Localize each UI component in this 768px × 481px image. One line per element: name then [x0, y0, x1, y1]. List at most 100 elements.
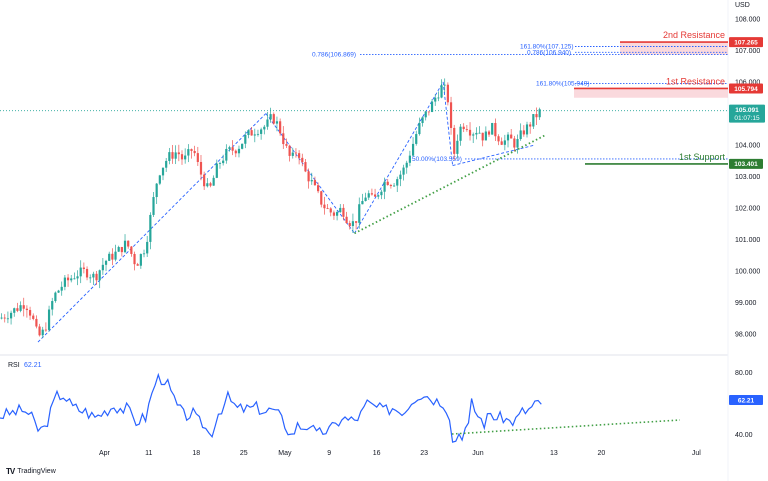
- candle-body: [41, 329, 44, 336]
- candle-body: [218, 163, 222, 164]
- candle-body: [108, 253, 111, 261]
- candle-body: [79, 267, 82, 277]
- candle-body: [329, 208, 332, 213]
- trendlines: [37, 81, 545, 343]
- candle-body: [510, 134, 513, 139]
- candle-body: [415, 134, 418, 144]
- rsi-value: 62.21: [24, 362, 42, 369]
- candle-body: [130, 246, 133, 254]
- candle-body: [171, 152, 174, 159]
- fib-label: 161.80%(107.125): [520, 44, 574, 51]
- current-price-countdown: 01:07:15: [734, 115, 760, 122]
- candle-body: [177, 152, 180, 155]
- candle-body: [123, 240, 127, 253]
- candle-body: [335, 212, 339, 216]
- candle-body: [19, 305, 22, 311]
- candle-body: [117, 247, 120, 252]
- level-price-tag-text: 103.401: [734, 161, 758, 168]
- resistance-label: 2nd Resistance: [663, 30, 725, 40]
- candle-body: [60, 286, 63, 291]
- impulse-trendline-5: [452, 144, 536, 166]
- fib-label: 50.00%(103.559): [412, 156, 462, 163]
- candle-body: [244, 135, 247, 144]
- candle-body: [120, 247, 123, 253]
- candle-body: [478, 132, 481, 134]
- candle-body: [253, 134, 256, 136]
- candle-body: [529, 124, 532, 127]
- candle-body: [136, 264, 139, 266]
- time-tick-label: 13: [550, 450, 558, 457]
- candle-body: [418, 123, 421, 135]
- candle-body: [89, 277, 92, 279]
- rsi-tag-box: [729, 395, 763, 406]
- candle-body: [180, 154, 184, 160]
- candle-body: [70, 278, 73, 281]
- candle-body: [430, 101, 434, 112]
- candle-body: [28, 310, 32, 316]
- candle-body: [76, 276, 79, 279]
- rsi-axis: 40.00 80.00: [735, 370, 753, 439]
- candle-body: [389, 185, 393, 187]
- impulse-trendline-3: [354, 81, 444, 234]
- candle-body: [16, 308, 19, 311]
- candle-body: [25, 308, 29, 311]
- candle-body: [500, 141, 503, 145]
- candle-body: [491, 122, 494, 135]
- candle-body: [222, 160, 225, 164]
- candle-body: [513, 138, 516, 148]
- time-tick-label: 18: [192, 450, 200, 457]
- candle-body: [22, 305, 25, 309]
- candle-body: [424, 111, 427, 118]
- candle-body: [193, 150, 196, 154]
- candle-body: [35, 318, 38, 327]
- candle-body: [453, 127, 456, 154]
- candle-body: [98, 270, 101, 281]
- rsi-tick-label: 40.00: [735, 432, 753, 439]
- candle-body: [38, 326, 41, 336]
- candle-body: [203, 174, 206, 187]
- candle-body: [92, 273, 95, 278]
- price-tick-label: 100.000: [735, 269, 760, 276]
- time-tick-label: 20: [597, 450, 605, 457]
- candle-body: [484, 131, 487, 141]
- candle-body: [104, 260, 108, 265]
- candle-body: [256, 133, 260, 135]
- candle-body: [421, 117, 424, 124]
- candle-body: [127, 240, 130, 247]
- candle-body: [326, 208, 329, 210]
- candle-body: [0, 317, 3, 319]
- candle-body: [503, 140, 506, 145]
- candle-body: [462, 126, 465, 130]
- resistance-zone-1: [574, 88, 728, 98]
- candle-body: [133, 253, 136, 265]
- current-price-value: 105.091: [735, 107, 759, 114]
- candle-body: [184, 155, 187, 160]
- price-tick-label: 103.000: [735, 174, 760, 181]
- candle-body: [279, 121, 282, 134]
- candle-body: [310, 180, 313, 182]
- candle-body: [291, 152, 294, 156]
- time-axis[interactable]: Apr 11 18 25 May 9 16 23 Jun 13 20 Jul: [99, 450, 701, 457]
- price-axis[interactable]: 98.000 99.000 100.000 101.000 102.000 103.000…: [735, 16, 760, 338]
- candle-body: [348, 223, 351, 227]
- candle-body: [260, 129, 263, 134]
- candle-body: [73, 278, 76, 280]
- candle-body: [497, 136, 500, 142]
- impulse-trendline-1: [37, 113, 267, 343]
- candle-body: [304, 162, 307, 172]
- candle-body: [111, 253, 114, 260]
- time-tick-label: May: [278, 450, 292, 457]
- candle-body: [468, 129, 472, 136]
- candle-body: [63, 277, 66, 287]
- resistance-zones: [0, 42, 728, 112]
- candle-body: [158, 175, 161, 184]
- candle-body: [392, 185, 396, 187]
- candle-body: [101, 264, 104, 271]
- candle-body: [386, 181, 389, 186]
- candle-body: [44, 329, 47, 331]
- candle-body: [342, 207, 345, 217]
- level-price-tag: [729, 37, 763, 48]
- candle-body: [196, 153, 199, 162]
